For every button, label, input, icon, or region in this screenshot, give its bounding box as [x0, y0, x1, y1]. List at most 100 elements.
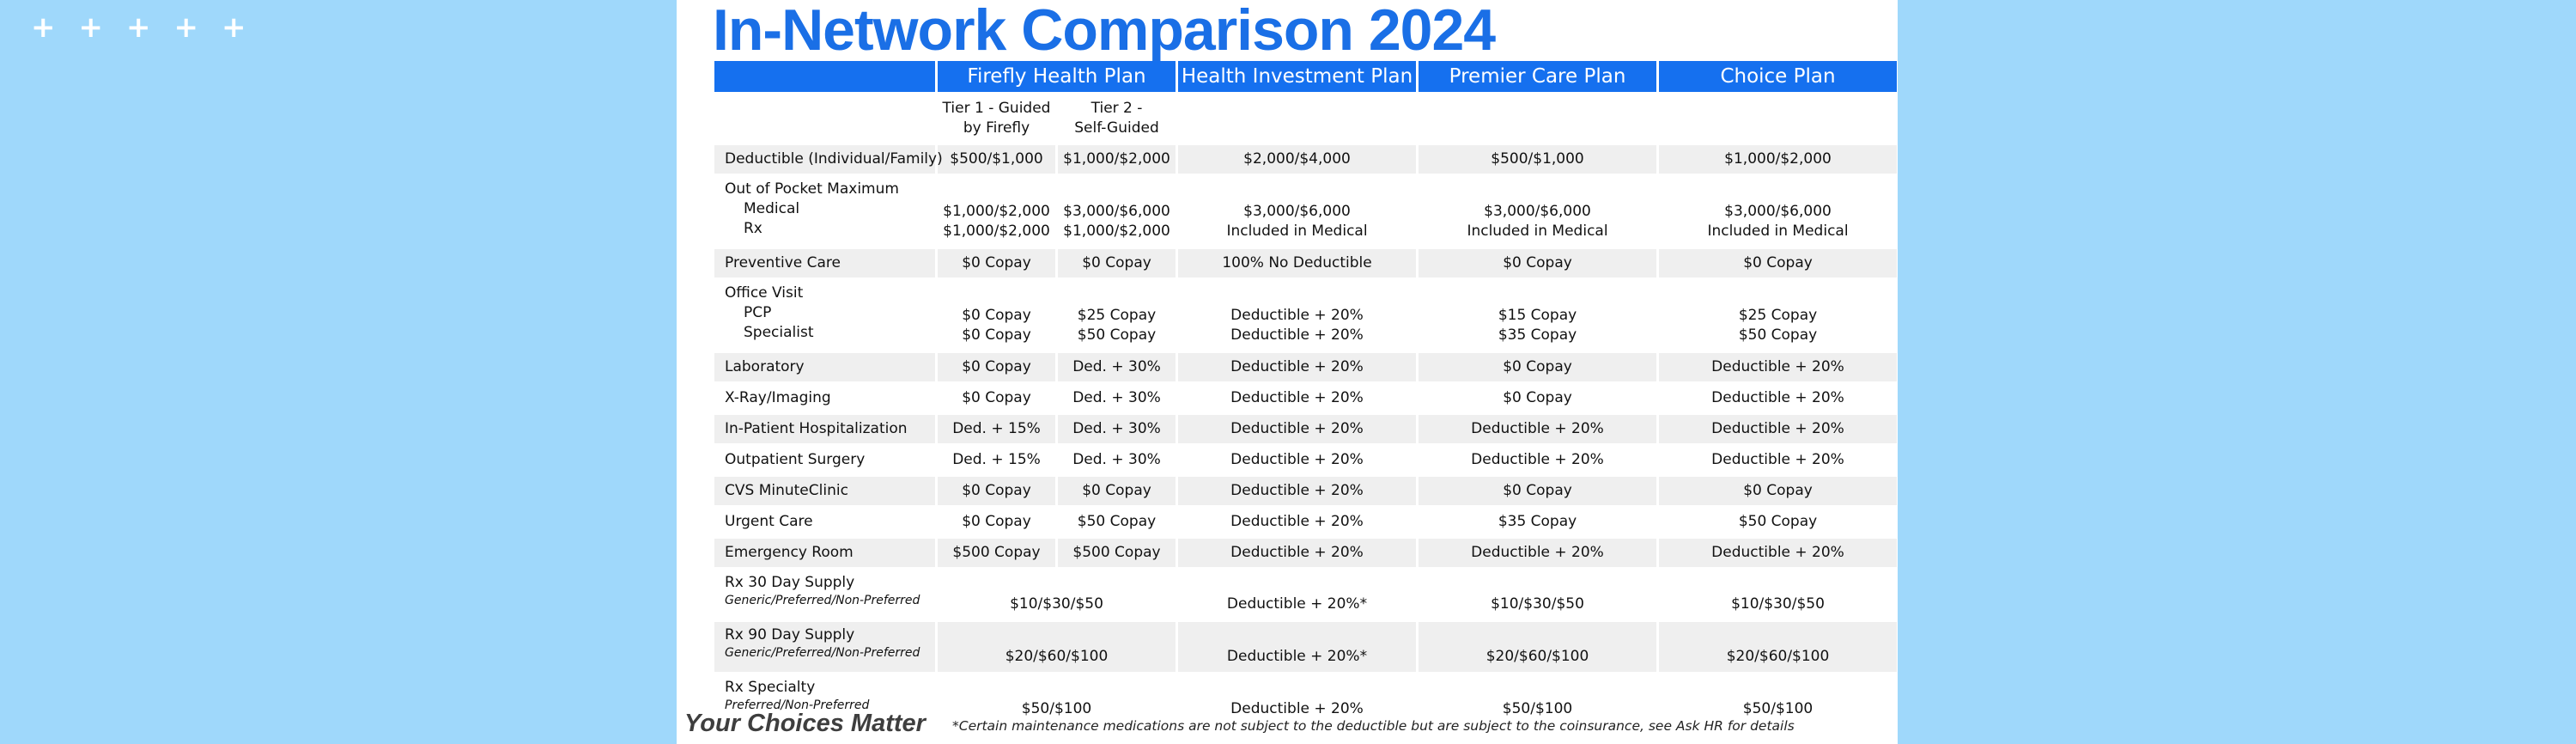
value-cell: Deductible + 20% — [1178, 477, 1417, 505]
value-line: Included in Medical — [1226, 223, 1368, 240]
column-header: Choice Plan — [1659, 61, 1898, 92]
value-cell: $1,000/$2,000 — [1058, 145, 1176, 174]
footnote: *Certain maintenance medications are not… — [952, 718, 1795, 734]
label-line: Rx Specialty — [725, 679, 816, 696]
value-cell: $0 Copay — [938, 508, 1055, 536]
value-line: $0 Copay — [1503, 389, 1572, 406]
table-row: Urgent Care $0 Copay $50 Copay Deductible +… — [714, 508, 1897, 536]
value-cell: $3,000/$6,000 Included in Medical — [1178, 176, 1416, 247]
value-cell: $500/$1,000 — [938, 145, 1055, 174]
value-cell: $500 Copay — [938, 539, 1055, 567]
value-cell: Deductible + 20% — [1178, 415, 1417, 443]
value-line: $0 Copay — [1743, 482, 1813, 499]
label-line: Office Visit — [725, 284, 804, 302]
value-line: $0 Copay — [962, 482, 1031, 499]
value-cell: $0 Copay $0 Copay — [938, 280, 1055, 351]
value-cell: Deductible + 20% — [1178, 353, 1417, 381]
value-line: $50/$100 — [1021, 700, 1092, 717]
column-header — [714, 61, 935, 92]
value-line: $3,000/$6,000 — [1243, 203, 1351, 220]
value-cell: $1,000/$2,000 $1,000/$2,000 — [938, 176, 1055, 247]
column-header: Premier Care Plan — [1419, 61, 1657, 92]
label-line: Out of Pocket Maximum — [725, 180, 899, 198]
value-cell: Deductible + 20% — [1178, 539, 1417, 567]
value-cell: $10/$30/$50 — [1659, 570, 1897, 619]
table-row: In-Patient Hospitalization Ded. + 15% Ded.… — [714, 415, 1898, 443]
value-line: $0 Copay — [1743, 254, 1813, 271]
value-cell: Deductible + 20% — [1419, 415, 1657, 443]
value-cell: $0 Copay — [1419, 477, 1657, 505]
row-label: Rx 30 Day Supply Generic/Preferred/Non-Pr… — [714, 570, 935, 619]
label-line: Rx 30 Day Supply — [725, 574, 855, 591]
value-line: $0 Copay — [962, 307, 1031, 324]
value-line: Deductible + 20% — [1711, 358, 1844, 375]
value-cell: $50/$100 — [1659, 674, 1897, 724]
value-line: Deductible + 20% — [1230, 451, 1364, 468]
value-cell: Deductible + 20% — [1659, 353, 1898, 381]
value-cell: $50 Copay — [1058, 508, 1176, 536]
value-cell: 100% No Deductible — [1178, 249, 1417, 277]
value-line: Deductible + 20%* — [1226, 648, 1368, 665]
table-row: X-Ray/Imaging $0 Copay Ded. + 30% Deductibl… — [714, 384, 1897, 412]
value-cell: $10/$30/$50 — [938, 570, 1176, 619]
value-line: $0 Copay — [1082, 482, 1151, 499]
row-label: Emergency Room — [714, 539, 935, 567]
value-line: $50 Copay — [1077, 326, 1157, 344]
value-cell: $500/$1,000 — [1419, 145, 1657, 174]
value-cell: $0 Copay — [1419, 353, 1657, 381]
value-line: $20/$60/$100 — [1485, 648, 1589, 665]
value-line: $10/$30/$50 — [1731, 595, 1825, 613]
value-line: 100% No Deductible — [1222, 254, 1372, 271]
label-line: Specialist — [744, 324, 814, 341]
column-header: Health Investment Plan — [1178, 61, 1417, 92]
label-line: PCP — [744, 304, 772, 321]
value-line: $0 Copay — [1503, 358, 1572, 375]
value-line: Deductible + 20% — [1230, 544, 1364, 561]
table-row: CVS MinuteClinic $0 Copay $0 Copay Deductib… — [714, 477, 1898, 505]
row-label: In-Patient Hospitalization — [714, 415, 935, 443]
row-label: CVS MinuteClinic — [714, 477, 935, 505]
label-line: Rx 90 Day Supply — [725, 626, 855, 643]
value-line: Deductible + 20% — [1230, 389, 1364, 406]
value-line: Deductible + 20% — [1711, 389, 1844, 406]
value-cell: $0 Copay — [1058, 477, 1176, 505]
table-row: Outpatient Surgery Ded. + 15% Ded. + 30% De… — [714, 446, 1897, 474]
label-line: Outpatient Surgery — [725, 451, 866, 468]
row-label: Preventive Care — [714, 249, 935, 277]
value-cell: Deductible + 20% — [1659, 446, 1897, 474]
value-cell: Deductible + 20% — [1178, 674, 1416, 724]
label-line: Preventive Care — [725, 254, 841, 271]
decoration: +++++ — [31, 10, 270, 45]
value-line: $500/$1,000 — [1491, 150, 1584, 168]
value-cell: $25 Copay $50 Copay — [1058, 280, 1176, 351]
value-line: $15 Copay — [1498, 307, 1577, 324]
tagline: Your Choices Matter — [684, 710, 926, 737]
value-cell: $0 Copay — [1419, 384, 1656, 412]
value-line: Deductible + 20% — [1471, 420, 1604, 437]
value-cell: $1,000/$2,000 — [1659, 145, 1898, 174]
value-line: $1,000/$2,000 — [1063, 150, 1170, 168]
label-line: Preferred/Non-Preferred — [725, 698, 870, 712]
value-line: Deductible + 20% — [1711, 544, 1844, 561]
value-line: $0 Copay — [962, 358, 1031, 375]
value-line: Included in Medical — [1707, 223, 1849, 240]
header-row: Firefly Health Plan Health Investment Pla… — [714, 61, 1898, 92]
value-cell: $20/$60/$100 — [1659, 622, 1898, 672]
value-cell: Ded. + 30% — [1058, 384, 1176, 412]
value-line: $50 Copay — [1738, 326, 1818, 344]
value-cell: Deductible + 20% — [1419, 539, 1657, 567]
value-cell: Deductible + 20% — [1178, 384, 1416, 412]
value-cell: $0 Copay — [1659, 477, 1898, 505]
value-line: $1,000/$2,000 — [943, 223, 1050, 240]
value-cell: $35 Copay — [1419, 508, 1656, 536]
value-line: Deductible + 20% — [1230, 513, 1364, 530]
value-line: $50 Copay — [1077, 513, 1157, 530]
table-row: Rx 90 Day Supply Generic/Preferred/Non-Pr… — [714, 622, 1898, 672]
table-row: Out of Pocket Maximum Medical Rx $1,000/$2,… — [714, 176, 1897, 247]
value-line: Ded. + 30% — [1072, 451, 1161, 468]
subheader-line: Tier 2 - — [1091, 100, 1143, 117]
value-cell: $50/$100 — [938, 674, 1176, 724]
value-line: Deductible + 20% — [1711, 451, 1844, 468]
value-line: $3,000/$6,000 — [1063, 203, 1170, 220]
